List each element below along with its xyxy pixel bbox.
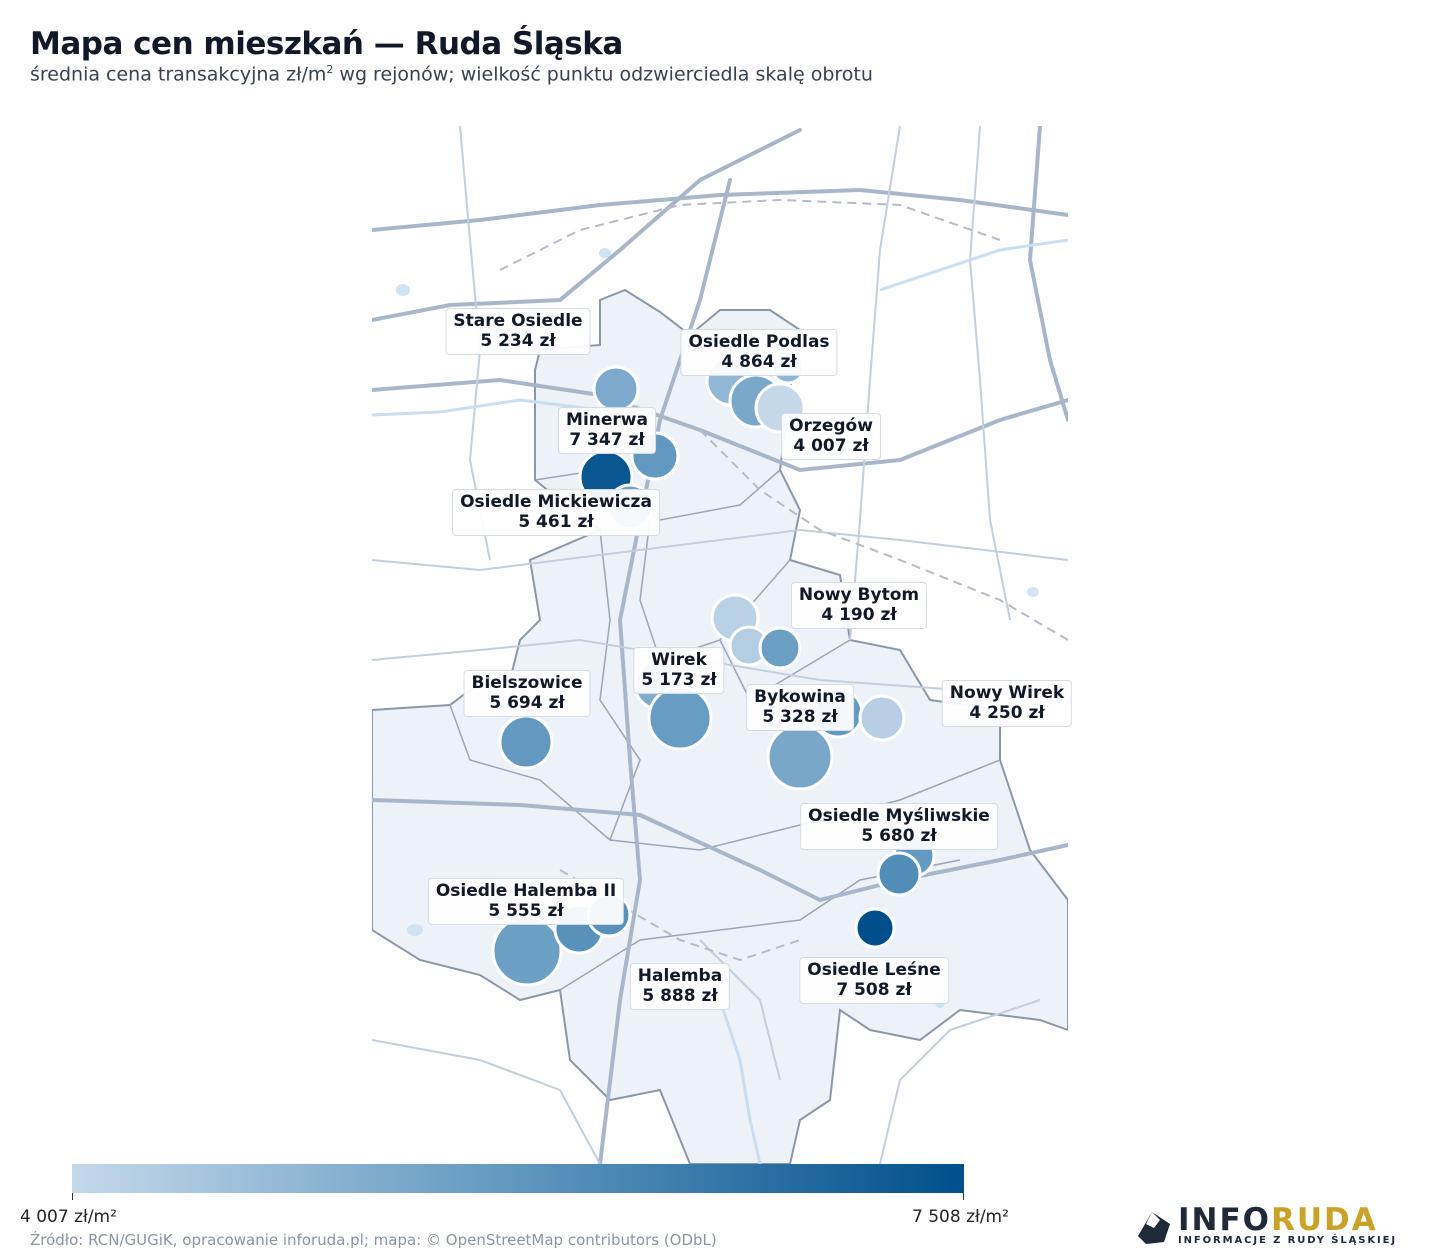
colorbar-max-label: 7 508 zł/m² [912, 1207, 1009, 1227]
pond [599, 248, 611, 258]
pond [396, 284, 410, 296]
district-name: Minerwa [566, 410, 648, 430]
district-label-osiedle-mysliwskie: Osiedle Myśliwskie 5 680 zł [800, 803, 998, 850]
district-label-osiedle-halemba-ii: Osiedle Halemba II 5 555 zł [427, 878, 625, 925]
road-minor [849, 126, 901, 641]
pond [1027, 587, 1039, 597]
subtitle-text: średnia cena transakcyjna zł/m [30, 63, 327, 86]
district-name: Osiedle Leśne [807, 960, 941, 980]
inforuda-logo[interactable]: INFORUDA INFORMACJE Z RUDY ŚLĄSKIEJ [1134, 1204, 1414, 1248]
district-price: 5 173 zł [641, 670, 717, 690]
river [718, 999, 762, 1164]
price-point [766, 723, 834, 791]
logo-ruda: RUDA [1271, 1202, 1378, 1238]
price-points [491, 349, 936, 987]
logo-mark-icon [1138, 1212, 1170, 1244]
logo-wordmark: INFORUDA [1178, 1204, 1378, 1236]
district-border [534, 469, 781, 521]
district-price: 5 694 zł [489, 693, 565, 713]
district-label-bielszowice: Bielszowice 5 694 zł [463, 670, 591, 717]
road-minor [372, 1039, 601, 1164]
price-point [854, 907, 896, 949]
district-price: 7 508 zł [836, 980, 912, 1000]
district-price: 5 680 zł [861, 826, 937, 846]
colorbar-min-label: 4 007 zł/m² [20, 1207, 117, 1227]
district-name: Bielszowice [471, 673, 583, 693]
logo-info: INFO [1178, 1202, 1272, 1238]
price-point [592, 365, 640, 413]
district-name: Halemba [637, 966, 723, 986]
price-point [876, 851, 922, 897]
road-north [372, 128, 802, 322]
district-label-wirek: Wirek 5 173 zł [633, 647, 725, 694]
colorbar [72, 1164, 964, 1193]
district-price: 4 007 zł [793, 436, 869, 456]
railway [699, 429, 1068, 641]
district-label-bykowina: Bykowina 5 328 zł [746, 684, 854, 731]
price-point [498, 714, 554, 770]
price-point [647, 685, 713, 751]
district-label-halemba: Halemba 5 888 zł [629, 963, 731, 1010]
price-point [758, 626, 802, 670]
district-price: 5 888 zł [642, 986, 718, 1006]
subtitle-superscript: 2 [326, 63, 334, 76]
district-label-nowy-wirek: Nowy Wirek 4 250 zł [941, 680, 1073, 727]
pond [407, 924, 423, 936]
district-price: 5 328 zł [762, 707, 838, 727]
district-name: Osiedle Halemba II [435, 881, 617, 901]
railway [559, 869, 801, 962]
page-subtitle: średnia cena transakcyjna zł/m2 wg rejon… [30, 63, 873, 85]
district-name: Osiedle Myśliwskie [808, 806, 990, 826]
road-minor [699, 939, 781, 1081]
district-price: 4 864 zł [721, 352, 797, 372]
colorbar-tick-max [963, 1193, 964, 1200]
price-point [858, 694, 906, 742]
logo-tagline: INFORMACJE Z RUDY ŚLĄSKIEJ [1178, 1235, 1397, 1246]
district-name: Osiedle Podlas [688, 332, 830, 352]
source-note: Źródło: RCN/GUGiK, opracowanie inforuda.… [30, 1231, 717, 1249]
district-name: Wirek [651, 650, 707, 670]
district-name: Osiedle Mickiewicza [460, 492, 652, 512]
district-label-osiedle-mickiewicza: Osiedle Mickiewicza 5 461 zł [452, 489, 660, 536]
district-border [599, 529, 641, 841]
price-point [491, 915, 563, 987]
river [879, 238, 1068, 292]
road-minor [372, 528, 1068, 572]
district-price: 5 461 zł [518, 512, 594, 532]
road-minor [968, 126, 1011, 621]
railways [499, 198, 1068, 962]
district-name: Bykowina [754, 687, 846, 707]
district-label-stare-osiedle: Stare Osiedle 5 234 zł [445, 308, 591, 355]
district-name: Nowy Bytom [798, 585, 920, 605]
district-label-nowy-bytom: Nowy Bytom 4 190 zł [790, 582, 928, 629]
rivers [372, 238, 1068, 1164]
district-price: 5 234 zł [480, 331, 556, 351]
district-name: Stare Osiedle [453, 311, 583, 331]
district-price: 5 555 zł [488, 901, 564, 921]
district-name: Orzegów [789, 416, 873, 436]
road-a4 [372, 798, 1068, 903]
page-title: Mapa cen mieszkań — Ruda Śląska [30, 26, 623, 62]
road-east [1027, 126, 1068, 422]
road-top [372, 187, 1068, 232]
district-name: Nowy Wirek [949, 683, 1065, 703]
district-label-minerwa: Minerwa 7 347 zł [558, 407, 656, 454]
colorbar-tick-min [72, 1193, 73, 1200]
district-label-orzegow: Orzegów 4 007 zł [781, 413, 881, 460]
district-price: 7 347 zł [569, 430, 645, 450]
district-price: 4 190 zł [821, 605, 897, 625]
subtitle-text-end: wg rejonów; wielkość punktu odzwierciedl… [333, 63, 873, 86]
district-label-osiedle-lesne: Osiedle Leśne 7 508 zł [799, 957, 949, 1004]
district-label-osiedle-podlas: Osiedle Podlas 4 864 zł [680, 329, 838, 376]
railway [499, 198, 1001, 271]
district-price: 4 250 zł [969, 703, 1045, 723]
road-minor [879, 999, 1041, 1164]
river [372, 398, 601, 417]
